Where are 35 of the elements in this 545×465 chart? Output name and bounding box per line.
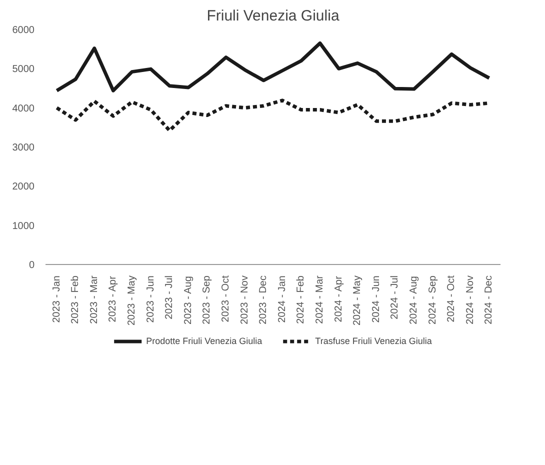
- x-tick-label: 2024 - Jul: [390, 275, 401, 320]
- x-tick-label: 2023 - Oct: [220, 275, 232, 322]
- x-tick-label: 2023 - Aug: [182, 276, 194, 324]
- y-tick-label: 1000: [12, 220, 35, 232]
- y-tick-label: 6000: [12, 25, 35, 36]
- y-tick-label: 0: [28, 260, 35, 271]
- x-tick-label: 2023 - Jan: [51, 275, 62, 323]
- x-tick-label: 2024 - Oct: [446, 275, 458, 322]
- x-tick-label: 2023 - May: [126, 275, 138, 326]
- x-tick-label: 2024 - Nov: [464, 275, 476, 324]
- x-tick-label: 2024 - Mar: [314, 274, 326, 324]
- y-tick-label: 5000: [12, 64, 35, 76]
- x-tick-label: 2024 - Sep: [427, 275, 438, 324]
- x-tick-label: 2023 - Mar: [88, 274, 100, 324]
- x-tick-label: 2023 - Apr: [108, 275, 119, 322]
- x-tick-label: 2023 - Feb: [70, 275, 82, 324]
- y-tick-label: 3000: [12, 142, 35, 154]
- legend-label: Prodotte Friuli Venezia Giulia: [146, 336, 262, 346]
- x-tick-label: 2024 - Aug: [408, 276, 420, 324]
- y-tick-label: 2000: [12, 182, 35, 193]
- y-tick-label: 4000: [12, 103, 35, 114]
- x-tick-label: 2024 - Dec: [484, 275, 495, 324]
- chart-title: Friuli Venezia Giulia: [206, 8, 340, 24]
- x-tick-label: 2023 - Jun: [145, 275, 156, 323]
- legend-label: Trasfuse Friuli Venezia Giulia: [315, 336, 432, 346]
- x-tick-label: 2024 - Feb: [296, 275, 307, 324]
- x-tick-label: 2024 - Jun: [370, 275, 382, 323]
- x-tick-label: 2023 - Nov: [239, 275, 250, 324]
- x-tick-label: 2023 - Dec: [258, 275, 270, 324]
- x-tick-label: 2024 - Apr: [333, 275, 344, 322]
- x-tick-label: 2024 - May: [352, 275, 364, 326]
- x-tick-label: 2023 - Jul: [164, 275, 176, 320]
- line-series: [55, 41, 491, 92]
- x-tick-label: 2024 - Jan: [276, 275, 288, 323]
- x-tick-label: 2023 - Sep: [202, 275, 213, 324]
